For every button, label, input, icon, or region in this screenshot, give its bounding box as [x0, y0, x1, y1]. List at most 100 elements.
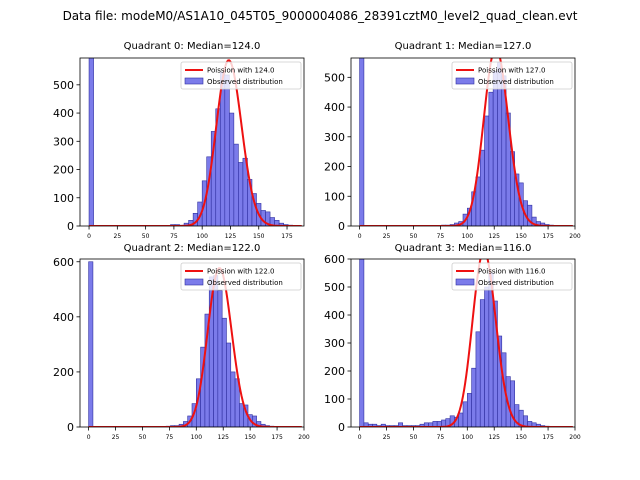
histogram-bar	[229, 112, 235, 226]
histogram-bar	[471, 367, 477, 427]
panel-quadrant-1: Quadrant 1: Median=127.0 0 25 50 75 100 125 15…	[324, 41, 581, 240]
y-tick-label: 300	[324, 337, 345, 350]
y-tick-label: 400	[53, 107, 74, 120]
y-tick-label: 100	[324, 190, 345, 203]
x-tick-label: 175	[542, 233, 554, 240]
histogram-bar	[224, 74, 230, 226]
x-tick-label: 150	[244, 434, 256, 441]
poisson-curve	[89, 59, 302, 226]
x-tick-label: 200	[569, 434, 581, 441]
y-tick-label: 200	[53, 366, 74, 379]
y-tick-label: 200	[324, 365, 345, 378]
legend-bar-label: Observed distribution	[207, 279, 283, 287]
legend-bar-swatch	[455, 77, 475, 85]
histogram-bar	[233, 143, 239, 226]
y-tick-label: 500	[324, 71, 345, 84]
histogram-bar	[88, 58, 94, 226]
x-tick-label: 25	[383, 233, 391, 240]
x-tick-label: 175	[271, 434, 283, 441]
legend-bar-label: Observed distribution	[478, 279, 554, 287]
x-tick-label: 125	[489, 233, 501, 240]
y-tick-label: 600	[324, 253, 345, 266]
x-tick-label: 100	[462, 233, 474, 240]
x-tick-label: 25	[112, 434, 120, 441]
y-tick-label: 0	[67, 421, 74, 434]
x-tick-label: 0	[358, 434, 362, 441]
legend-box	[180, 262, 302, 291]
histogram-bar	[234, 378, 240, 427]
y-tick-label: 0	[338, 220, 345, 233]
y-tick-label: 300	[324, 131, 345, 144]
legend-box	[180, 61, 302, 90]
y-tick-label: 500	[324, 281, 345, 294]
legend-bar-swatch	[184, 278, 204, 286]
figure-suptitle: Data file: modeM0/AS1A10_045T05_90000040…	[63, 9, 578, 23]
x-tick-label: 75	[437, 233, 445, 240]
x-tick-label: 100	[196, 233, 208, 240]
x-tick-label: 175	[281, 233, 293, 240]
histogram-bar	[221, 317, 227, 427]
axes-frame	[79, 57, 305, 227]
legend-curve-label: Poission with 127.0	[478, 67, 546, 75]
legend-bar-label: Observed distribution	[207, 78, 283, 86]
x-tick-label: 150	[515, 434, 527, 441]
y-tick-label: 100	[324, 393, 345, 406]
legend-curve-label: Poission with 124.0	[207, 67, 275, 75]
legend: Poission with 127.0 Observed distribution	[451, 61, 573, 90]
y-tick-label: 400	[53, 311, 74, 324]
histogram-bar	[475, 331, 481, 427]
histogram-bar	[359, 259, 365, 427]
histogram-bar	[484, 115, 490, 226]
legend-bar-label: Observed distribution	[478, 78, 554, 86]
panel-title: Quadrant 1: Median=127.0	[395, 41, 532, 52]
legend-box	[451, 262, 573, 291]
histogram-bar	[239, 403, 244, 427]
x-tick-label: 25	[114, 233, 122, 240]
histogram-bar	[488, 91, 494, 226]
legend: Poission with 124.0 Observed distribution	[180, 61, 302, 90]
x-tick-label: 50	[410, 434, 418, 441]
x-tick-label: 200	[569, 233, 581, 240]
histogram-bar	[458, 412, 464, 427]
legend-box	[451, 61, 573, 90]
histogram-bar	[213, 275, 219, 427]
axes-frame	[350, 57, 576, 227]
y-tick-label: 200	[53, 164, 74, 177]
x-tick-label: 75	[437, 434, 445, 441]
panel-quadrant-3: Quadrant 3: Median=116.0 0 25 50 75 100 125 15…	[324, 243, 581, 441]
x-tick-label: 175	[542, 434, 554, 441]
x-tick-label: 50	[139, 434, 147, 441]
legend-curve-label: Poission with 122.0	[207, 268, 275, 276]
legend-curve-label: Poission with 116.0	[478, 268, 546, 276]
panel-title: Quadrant 3: Median=116.0	[395, 243, 532, 254]
x-tick-label: 150	[515, 233, 527, 240]
y-tick-label: 400	[324, 101, 345, 114]
y-tick-label: 400	[324, 309, 345, 322]
histogram-bar	[462, 401, 468, 427]
legend: Poission with 122.0 Observed distribution	[180, 262, 302, 291]
x-tick-label: 25	[383, 434, 391, 441]
histogram-bar	[88, 261, 94, 427]
panel-title: Quadrant 0: Median=124.0	[124, 41, 261, 52]
histogram-bar	[467, 393, 472, 427]
x-tick-label: 75	[166, 434, 174, 441]
histogram-bar	[238, 162, 244, 226]
x-tick-label: 125	[225, 233, 237, 240]
histogram-bar	[217, 290, 223, 427]
histogram-bar	[479, 149, 485, 226]
panel-title: Quadrant 2: Median=122.0	[124, 243, 261, 254]
legend: Poission with 116.0 Observed distribution	[451, 262, 573, 291]
x-tick-label: 100	[191, 434, 203, 441]
x-tick-label: 0	[87, 434, 91, 441]
x-tick-label: 0	[87, 233, 91, 240]
x-tick-label: 150	[253, 233, 265, 240]
histogram-bar	[359, 58, 365, 226]
y-tick-label: 100	[53, 192, 74, 205]
y-tick-label: 300	[53, 135, 74, 148]
panel-quadrant-2: Quadrant 2: Median=122.0 0 25 50 75 100 125 15…	[53, 243, 310, 441]
y-tick-label: 0	[67, 220, 74, 233]
y-tick-label: 200	[324, 161, 345, 174]
x-tick-label: 0	[358, 233, 362, 240]
y-tick-label: 0	[338, 421, 345, 434]
